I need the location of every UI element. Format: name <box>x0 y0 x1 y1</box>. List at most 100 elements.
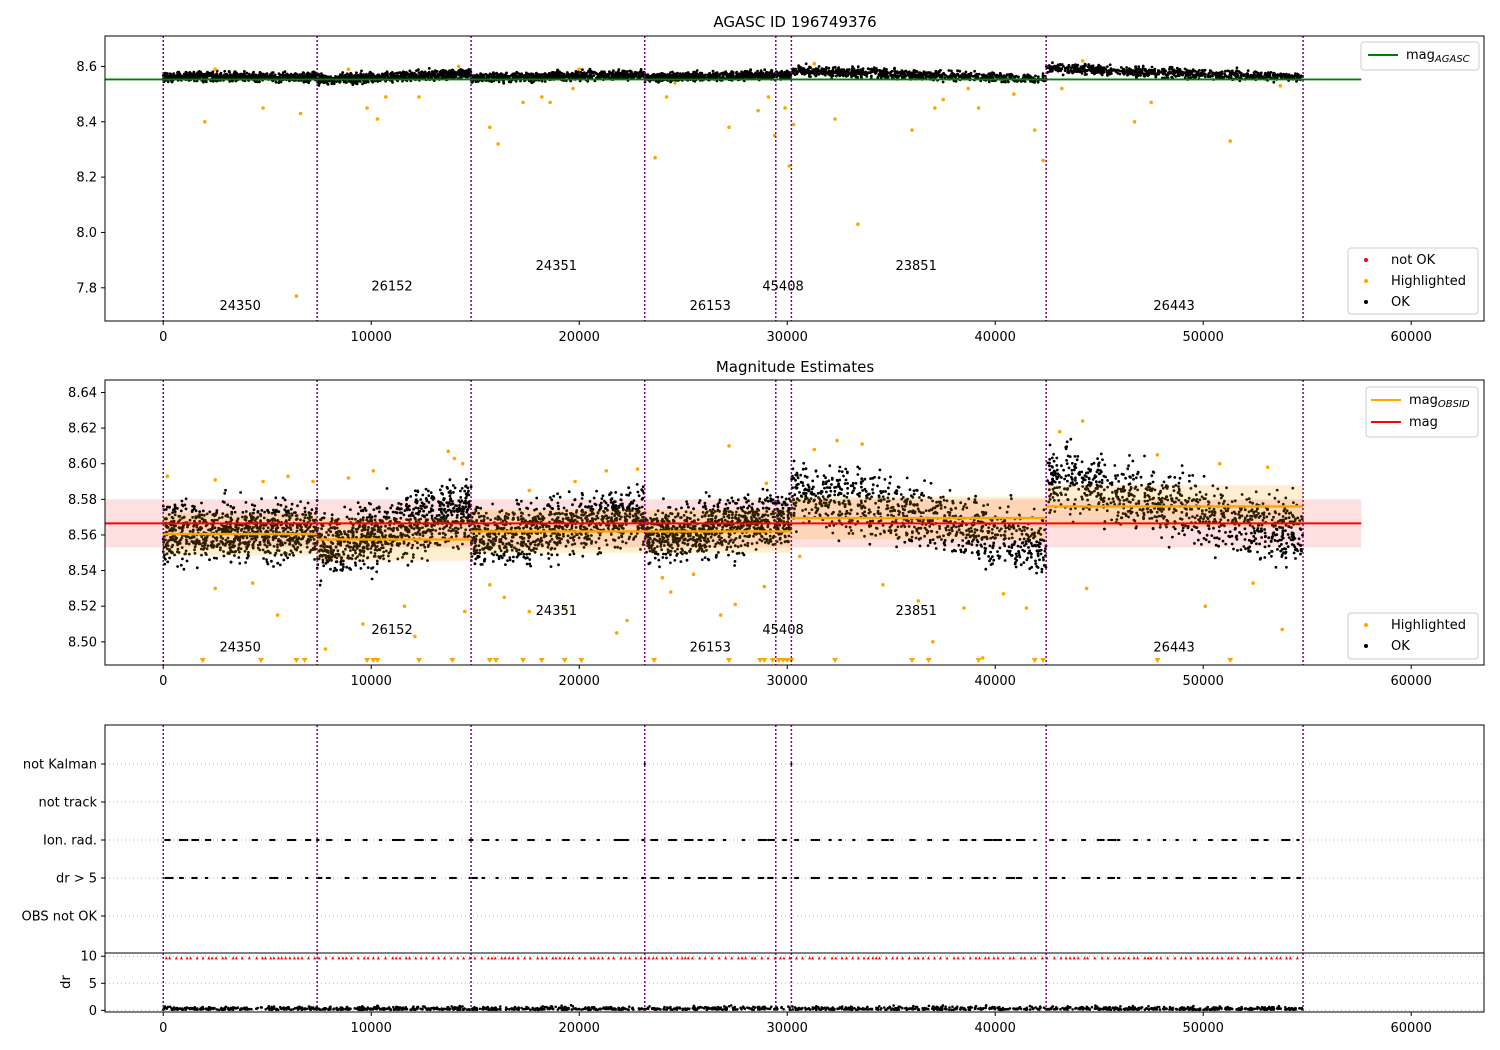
highlighted-point <box>783 106 787 110</box>
ok-point <box>791 69 795 72</box>
ok-point <box>229 74 232 78</box>
ok-point <box>560 71 564 75</box>
ok-point <box>574 72 577 75</box>
ok-point <box>345 72 349 76</box>
ok-point <box>185 559 189 563</box>
ok-point <box>1080 71 1084 75</box>
ok-point <box>344 81 348 84</box>
ok-point <box>809 75 812 78</box>
ok-point <box>260 509 264 512</box>
ok-point <box>1134 65 1137 69</box>
ok-point <box>899 73 903 77</box>
ok-point <box>1255 70 1258 74</box>
ok-point <box>256 75 260 79</box>
ok-point <box>591 71 595 75</box>
ok-point <box>181 504 185 508</box>
ok-point <box>831 66 835 70</box>
ok-point <box>191 504 195 508</box>
ok-point <box>226 503 230 507</box>
ok-point <box>825 71 828 74</box>
x-tick-label: 0 <box>159 330 167 345</box>
ok-point <box>1150 68 1153 72</box>
ok-point <box>628 69 632 73</box>
ok-point <box>609 72 612 75</box>
ok-point <box>838 74 842 78</box>
ok-point <box>229 560 233 564</box>
ok-point <box>244 501 248 504</box>
ok-point <box>464 70 468 73</box>
ok-point <box>955 72 959 76</box>
ok-point <box>272 508 275 512</box>
ok-point <box>671 70 674 74</box>
ok-point <box>224 72 228 76</box>
ok-point <box>817 70 821 73</box>
ok-point <box>805 70 808 73</box>
ok-point <box>786 75 789 79</box>
ok-point <box>272 565 275 568</box>
ok-point <box>509 80 513 84</box>
ok-point <box>958 69 962 73</box>
ok-point <box>1061 73 1065 77</box>
ok-point <box>530 81 534 85</box>
ok-point <box>719 72 723 76</box>
highlighted-point <box>1278 84 1282 88</box>
ok-point <box>822 69 826 72</box>
ok-point <box>1252 71 1256 75</box>
ok-point <box>191 508 195 512</box>
highlighted-point <box>548 100 552 105</box>
ok-point <box>337 75 341 79</box>
ok-point <box>417 68 420 72</box>
ok-point <box>650 73 654 77</box>
ok-point <box>484 72 488 76</box>
ok-point <box>432 70 436 74</box>
ok-point <box>474 74 478 78</box>
ok-point <box>1287 73 1291 77</box>
legend-label-not-ok: not OK <box>1391 253 1436 268</box>
ok-point <box>215 72 219 75</box>
ok-point <box>348 73 352 76</box>
panel-agasc-mag: AGASC ID 196749376 243502615224351261534… <box>76 13 1485 345</box>
ok-point <box>224 488 227 492</box>
ok-point <box>628 74 632 78</box>
ok-point <box>800 68 803 72</box>
y-tick-label: 8.6 <box>76 60 97 75</box>
ok-point <box>937 70 941 73</box>
ok-point <box>521 75 525 79</box>
ok-point <box>443 69 446 72</box>
legend-label-ok: OK <box>1391 295 1410 310</box>
ok-point <box>858 70 862 73</box>
ok-point <box>901 72 905 76</box>
ok-point <box>1269 71 1273 74</box>
ok-point <box>1106 65 1109 68</box>
ok-point <box>414 75 418 79</box>
legend-marker-highlighted <box>1364 279 1368 283</box>
ok-point <box>243 70 246 73</box>
ok-point <box>363 76 367 79</box>
ok-point <box>842 71 845 75</box>
ok-point <box>868 71 872 74</box>
ok-point <box>488 72 492 76</box>
highlighted-point <box>653 155 657 160</box>
ok-point <box>1085 73 1088 76</box>
ok-point <box>586 79 590 83</box>
ok-point <box>207 74 211 78</box>
ok-point <box>1201 74 1204 77</box>
ok-point <box>571 75 575 79</box>
ok-point <box>261 72 265 76</box>
ok-point <box>817 72 821 76</box>
ok-point <box>914 69 918 73</box>
ok-point <box>863 73 867 76</box>
highlighted-point <box>727 125 731 130</box>
ok-point <box>332 82 336 86</box>
ok-point <box>1113 68 1116 72</box>
ok-point <box>410 75 414 79</box>
ok-point <box>856 65 860 69</box>
ok-point <box>665 75 668 79</box>
ok-point <box>168 556 172 560</box>
ok-point <box>409 72 413 76</box>
ok-point <box>303 506 307 510</box>
obsid-label: 23851 <box>895 259 936 274</box>
ok-point <box>1094 70 1098 74</box>
ok-point <box>306 74 310 77</box>
ok-point <box>184 507 188 511</box>
